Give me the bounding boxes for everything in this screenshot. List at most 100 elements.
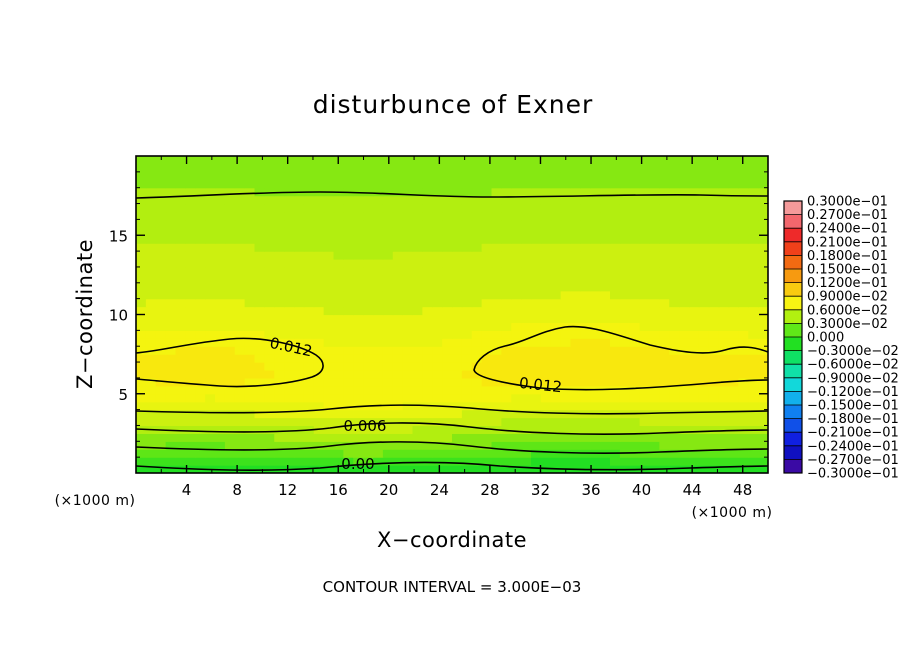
field-cell — [284, 298, 295, 308]
field-cell — [195, 259, 206, 268]
field-cell — [501, 187, 512, 197]
field-cell — [471, 385, 483, 395]
field-cell — [471, 362, 483, 371]
field-cell — [175, 393, 186, 403]
colorbar-swatch — [784, 309, 802, 324]
field-cell — [145, 306, 157, 316]
field-cell — [610, 393, 621, 403]
field-cell — [274, 211, 285, 221]
field-cell — [313, 282, 325, 292]
field-cell — [244, 417, 256, 427]
field-cell — [491, 441, 502, 450]
field-cell — [619, 385, 631, 395]
field-cell — [610, 322, 621, 331]
field-cell — [442, 449, 453, 458]
field-cell — [136, 338, 147, 347]
field-cell — [422, 219, 433, 228]
field-cell — [313, 377, 325, 387]
contour-label-0.006: 0.006 — [344, 417, 387, 435]
field-cell — [550, 433, 562, 442]
field-cell — [689, 298, 700, 308]
field-cell — [669, 314, 680, 324]
field-cell — [392, 179, 404, 189]
field-cell — [491, 433, 502, 442]
field-cell — [669, 187, 680, 197]
field-cell — [303, 203, 315, 213]
field-cell — [629, 417, 641, 427]
field-cell — [600, 346, 611, 355]
field-cell — [333, 266, 344, 276]
field-cell — [392, 156, 404, 165]
field-cell — [452, 179, 463, 189]
field-cell — [491, 251, 502, 260]
field-cell — [758, 377, 768, 387]
field-cell — [698, 425, 710, 434]
field-cell — [629, 401, 641, 411]
field-cell — [501, 409, 512, 419]
field-cell — [382, 338, 394, 347]
field-cell — [224, 433, 236, 442]
field-cell — [718, 433, 730, 442]
field-cell — [461, 346, 473, 355]
field-cell — [758, 243, 768, 252]
field-cell — [313, 393, 325, 403]
field-cell — [580, 362, 591, 371]
field-cell — [373, 338, 384, 347]
field-cell — [550, 211, 562, 221]
field-cell — [392, 251, 404, 260]
field-cell — [708, 338, 720, 347]
field-cell — [560, 401, 572, 411]
field-cell — [481, 171, 493, 181]
field-cell — [185, 171, 196, 181]
field-cell — [313, 322, 325, 331]
field-cell — [363, 322, 374, 331]
field-cell — [511, 369, 522, 379]
field-cell — [244, 203, 256, 213]
field-cell — [728, 314, 739, 324]
field-cell — [392, 171, 404, 181]
field-cell — [294, 306, 305, 316]
field-cell — [412, 457, 423, 466]
field-cell — [333, 211, 344, 221]
field-cell — [442, 409, 453, 419]
field-cell — [205, 385, 216, 395]
field-cell — [284, 457, 295, 466]
field-cell — [511, 441, 522, 450]
field-cell — [254, 282, 265, 292]
field-cell — [708, 433, 720, 442]
field-cell — [294, 235, 305, 244]
field-cell — [333, 171, 344, 181]
field-cell — [491, 259, 502, 268]
field-cell — [748, 227, 759, 236]
field-cell — [748, 393, 759, 403]
field-cell — [481, 441, 493, 450]
field-cell — [501, 322, 512, 331]
field-cell — [323, 449, 335, 458]
field-cell — [452, 457, 463, 466]
field-cell — [698, 251, 710, 260]
field-cell — [145, 449, 157, 458]
field-cell — [679, 362, 690, 371]
field-cell — [521, 449, 532, 458]
field-cell — [748, 346, 759, 355]
colorbar-label: 0.9000e−02 — [807, 290, 888, 305]
field-cell — [560, 282, 572, 292]
field-cell — [432, 266, 443, 276]
field-cell — [531, 156, 542, 165]
field-cell — [610, 274, 621, 284]
field-cell — [718, 203, 730, 213]
field-cell — [303, 156, 315, 165]
field-cell — [402, 195, 414, 205]
field-cell — [511, 457, 522, 466]
field-cell — [244, 377, 256, 387]
field-cell — [145, 369, 157, 379]
field-cell — [540, 409, 552, 419]
field-cell — [412, 203, 423, 213]
field-cell — [521, 171, 532, 181]
field-cell — [215, 322, 226, 331]
field-cell — [145, 417, 157, 427]
field-cell — [274, 354, 285, 363]
field-cell — [215, 179, 226, 189]
field-cell — [669, 243, 680, 252]
field-cell — [294, 409, 305, 419]
